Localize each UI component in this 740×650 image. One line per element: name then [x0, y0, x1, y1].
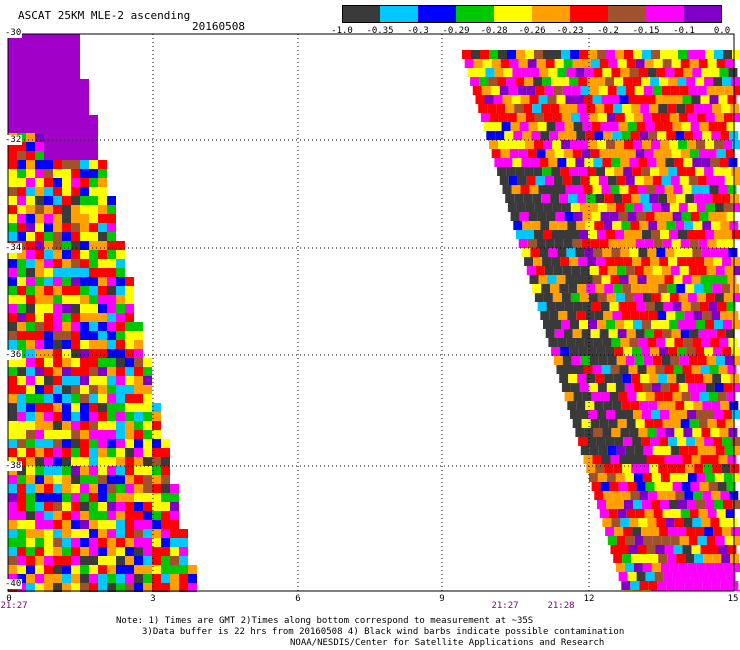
y-label-lat--34: -34	[4, 243, 23, 253]
x-label-lon-9: 9	[439, 594, 445, 604]
x-label-lon-0: 0	[6, 594, 12, 604]
colorbar-label: -0.26	[518, 26, 546, 36]
colorbar-label: -0.23	[556, 26, 584, 36]
colorbar-label: -1.0	[331, 26, 353, 36]
colorbar-label: -0.1	[673, 26, 695, 36]
note-line-3: NOAA/NESDIS/Center for Satellite Applica…	[290, 638, 605, 648]
map-frame	[7, 33, 735, 592]
colorbar	[342, 5, 722, 23]
colorbar-label: -0.2	[597, 26, 619, 36]
time-label-left: 21:27	[0, 601, 28, 611]
y-label-lat--32: -32	[4, 135, 23, 145]
colorbar-swatch	[380, 5, 418, 23]
colorbar-swatch	[532, 5, 570, 23]
note-line-2: 3)Data buffer is 22 hrs from 20160508 4)…	[142, 627, 625, 637]
y-label-lat--40: -40	[4, 579, 23, 589]
colorbar-swatch	[418, 5, 456, 23]
note-line-1: Note: 1) Times are GMT 2)Times along bot…	[116, 616, 534, 626]
colorbar-label: -0.3	[407, 26, 429, 36]
map-date: 20160508	[192, 20, 245, 33]
colorbar-label: -0.35	[366, 26, 394, 36]
map-title: ASCAT 25KM MLE-2 ascending	[18, 9, 191, 22]
y-label-lat--38: -38	[4, 461, 23, 471]
colorbar-swatch	[494, 5, 532, 23]
colorbar-swatch	[608, 5, 646, 23]
time-label-mid: 21:27	[491, 601, 519, 611]
y-label-lat--36: -36	[4, 350, 23, 360]
colorbar-label: -0.15	[632, 26, 660, 36]
x-label-lon-6: 6	[295, 594, 301, 604]
time-label-right: 21:28	[547, 601, 575, 611]
colorbar-swatch	[646, 5, 684, 23]
grid-lines	[8, 34, 734, 591]
colorbar-swatch	[342, 5, 380, 23]
colorbar-label: -0.28	[480, 26, 508, 36]
swath-cells	[8, 34, 740, 592]
colorbar-swatch	[570, 5, 608, 23]
y-label-lat--30: -30	[4, 28, 23, 38]
x-label-lon-15: 15	[727, 594, 739, 604]
colorbar-swatch	[456, 5, 494, 23]
colorbar-label: -0.29	[442, 26, 470, 36]
colorbar-swatch	[684, 5, 722, 23]
colorbar-labels: -1.0 -0.35 -0.3 -0.29 -0.28 -0.26 -0.23 -0.2 -0.…	[330, 26, 740, 38]
x-label-lon-12: 12	[583, 594, 595, 604]
x-label-lon-3: 3	[150, 594, 156, 604]
colorbar-label: 0.0	[713, 26, 731, 36]
